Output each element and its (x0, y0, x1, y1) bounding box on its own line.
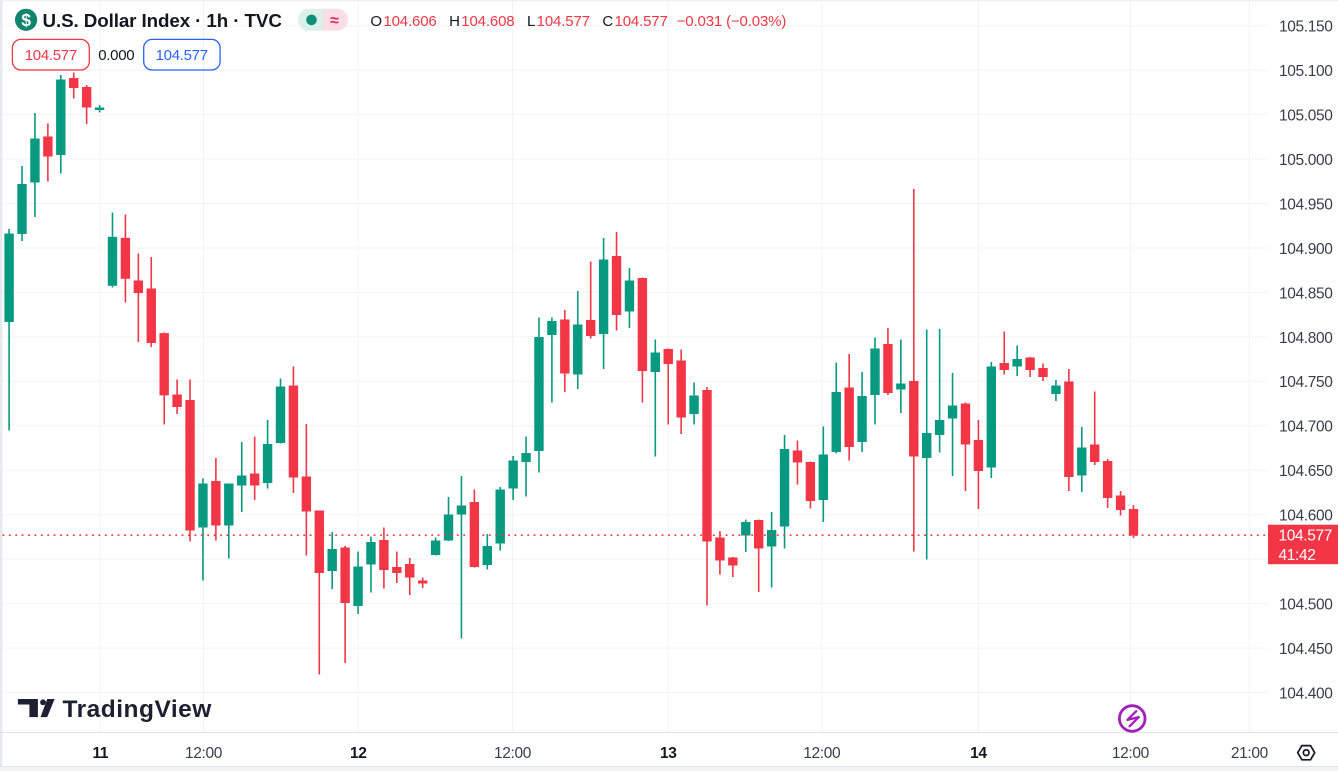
svg-text:104.500: 104.500 (1279, 597, 1333, 614)
svg-text:104.577: 104.577 (1279, 527, 1333, 544)
svg-text:105.050: 105.050 (1279, 108, 1333, 125)
svg-text:104.800: 104.800 (1279, 330, 1333, 347)
svg-text:12: 12 (350, 745, 367, 762)
svg-text:13: 13 (660, 745, 677, 762)
svg-text:104.750: 104.750 (1279, 374, 1333, 391)
svg-text:104.900: 104.900 (1279, 241, 1333, 258)
svg-text:≈: ≈ (330, 13, 339, 30)
svg-text:105.000: 105.000 (1279, 152, 1333, 169)
svg-text:12:00: 12:00 (803, 745, 841, 762)
svg-text:104.450: 104.450 (1279, 641, 1333, 658)
svg-text:21:00: 21:00 (1231, 745, 1269, 762)
svg-text:104.577: 104.577 (25, 47, 77, 64)
svg-text:104.650: 104.650 (1279, 463, 1333, 480)
svg-text:14: 14 (970, 745, 987, 762)
svg-text:12:00: 12:00 (494, 745, 532, 762)
svg-text:11: 11 (92, 745, 108, 762)
svg-text:0.000: 0.000 (98, 47, 134, 64)
svg-text:105.150: 105.150 (1279, 19, 1333, 36)
svg-text:12:00: 12:00 (1112, 745, 1150, 762)
svg-text:$: $ (21, 10, 31, 30)
svg-text:104.950: 104.950 (1279, 196, 1333, 213)
svg-text:104.577: 104.577 (156, 47, 208, 64)
svg-text:104.700: 104.700 (1279, 419, 1333, 436)
svg-text:12:00: 12:00 (185, 745, 223, 762)
svg-text:104.850: 104.850 (1279, 285, 1333, 302)
svg-text:104.400: 104.400 (1279, 685, 1333, 702)
svg-text:U.S. Dollar Index · 1h · TVC: U.S. Dollar Index · 1h · TVC (43, 10, 283, 31)
svg-text:105.100: 105.100 (1279, 63, 1333, 80)
svg-text:104.600: 104.600 (1279, 508, 1333, 525)
svg-text:41:42: 41:42 (1279, 547, 1316, 564)
svg-text:TradingView: TradingView (63, 696, 213, 723)
